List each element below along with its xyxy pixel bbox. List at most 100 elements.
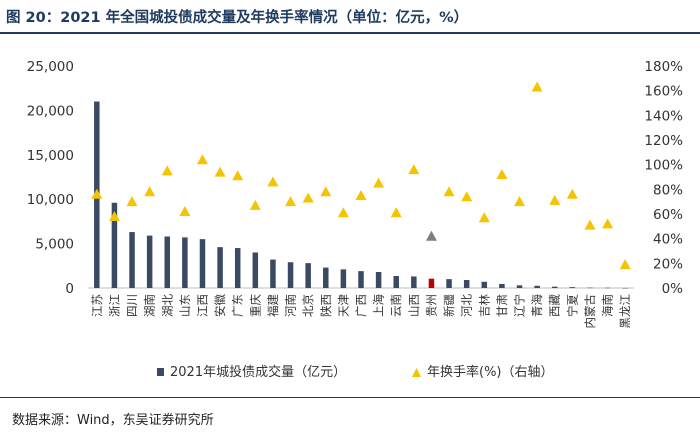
bar <box>481 281 488 288</box>
chart-title: 图 20：2021 年全国城投债成交量及年换手率情况（单位：亿元，%） <box>6 10 469 26</box>
right-axis: 0% 20% 40% 60% 80% 100% 120% 140% 160% 180% <box>644 59 683 297</box>
category-label: 湖北 <box>160 294 174 317</box>
triangle-marker <box>285 196 297 207</box>
category-label: 辽宁 <box>513 294 527 317</box>
marker-series <box>91 81 631 270</box>
right-tick-label: 80% <box>653 182 683 198</box>
bar <box>182 237 188 288</box>
triangle-marker <box>196 154 208 165</box>
category-label: 上海 <box>372 294 386 317</box>
bar <box>622 287 628 289</box>
right-tick-label: 40% <box>653 232 683 248</box>
chart: 0 5,000 10,000 15,000 20,000 25,000 0% 20% 40% 6… <box>27 59 683 380</box>
right-tick-label: 60% <box>653 207 683 223</box>
bar <box>323 267 329 288</box>
legend-marker-label: 年换手率(%)（右轴） <box>427 364 554 380</box>
bar <box>199 239 206 288</box>
legend-triangle-swatch <box>412 368 421 377</box>
triangle-marker <box>584 219 596 230</box>
triangle-marker <box>126 196 138 207</box>
category-label: 浙江 <box>107 294 121 317</box>
category-label: 云南 <box>389 294 403 317</box>
triangle-marker <box>549 194 561 205</box>
bar <box>358 271 364 288</box>
bar <box>551 286 558 288</box>
bar <box>129 232 135 288</box>
triangle-marker <box>91 188 103 199</box>
legend-bar-swatch <box>157 368 164 376</box>
category-label: 新疆 <box>442 294 456 317</box>
bar <box>375 272 382 288</box>
category-label: 内蒙古 <box>583 294 597 329</box>
category-label: 河南 <box>284 294 298 317</box>
category-label: 四川 <box>125 294 139 317</box>
bar <box>234 248 241 288</box>
source-note: 数据来源：Wind，东吴证券研究所 <box>12 413 214 428</box>
triangle-marker <box>461 191 473 202</box>
bar <box>569 287 576 288</box>
category-label: 湖南 <box>143 294 157 317</box>
right-tick-label: 120% <box>644 133 683 149</box>
category-label: 福建 <box>266 294 280 317</box>
bar <box>305 263 311 288</box>
bar <box>287 262 294 288</box>
category-label: 贵州 <box>424 294 438 317</box>
bar <box>393 276 399 288</box>
source-divider <box>0 397 700 398</box>
triangle-marker <box>108 210 120 221</box>
bar <box>516 285 523 288</box>
category-label: 天津 <box>336 294 350 317</box>
triangle-marker <box>355 190 367 200</box>
category-label: 青海 <box>530 294 544 317</box>
bar <box>587 287 593 289</box>
triangle-marker <box>496 169 508 180</box>
triangle-marker <box>214 166 226 177</box>
triangle-marker <box>566 188 578 199</box>
bar <box>217 247 223 288</box>
triangle-marker <box>602 218 614 229</box>
triangle-marker <box>619 259 631 270</box>
bar <box>411 276 417 288</box>
right-tick-label: 0% <box>662 281 684 297</box>
bar <box>463 280 470 288</box>
left-axis: 0 5,000 10,000 15,000 20,000 25,000 <box>27 59 74 297</box>
bar <box>111 202 118 288</box>
bar <box>164 236 171 288</box>
category-label: 广东 <box>231 294 245 317</box>
triangle-marker <box>267 176 279 187</box>
triangle-marker <box>179 206 191 217</box>
category-label: 江西 <box>195 294 209 317</box>
right-tick-label: 160% <box>644 84 683 100</box>
right-tick-label: 100% <box>644 158 683 174</box>
left-tick-label: 5,000 <box>35 237 74 253</box>
bar <box>428 278 435 288</box>
bar <box>499 284 505 288</box>
triangle-marker <box>425 230 437 241</box>
category-label: 安徽 <box>213 294 227 317</box>
triangle-marker <box>443 186 455 197</box>
triangle-marker <box>390 207 402 218</box>
bar <box>270 259 276 288</box>
category-label: 重庆 <box>248 294 262 317</box>
triangle-marker <box>302 192 314 203</box>
legend: 2021年城投债成交量（亿元） 年换手率(%)（右轴） <box>157 364 554 380</box>
left-tick-label: 20,000 <box>27 103 74 119</box>
category-label: 宁夏 <box>565 294 579 317</box>
category-label: 西藏 <box>548 294 562 317</box>
bar <box>146 235 153 288</box>
category-label: 黑龙江 <box>618 294 632 329</box>
triangle-marker <box>161 165 173 176</box>
bar <box>534 285 540 288</box>
right-tick-label: 20% <box>653 256 683 272</box>
triangle-marker <box>373 177 385 188</box>
category-label: 陕西 <box>319 294 333 317</box>
title-bar: 图 20：2021 年全国城投债成交量及年换手率情况（单位：亿元，%） <box>0 0 700 34</box>
right-tick-label: 180% <box>644 59 683 75</box>
triangle-marker <box>249 199 261 210</box>
triangle-marker <box>408 164 420 175</box>
left-tick-label: 0 <box>65 281 74 297</box>
legend-bar-label: 2021年城投债成交量（亿元） <box>170 364 346 380</box>
category-label: 江苏 <box>90 294 104 317</box>
bar <box>252 252 259 288</box>
category-labels: 江苏 浙江 四川 湖南 湖北 山东 江西 安徽 广东 重庆 福建 河南 北京 陕西 天津 广西 上海 云南 山西 贵州… <box>90 294 632 329</box>
